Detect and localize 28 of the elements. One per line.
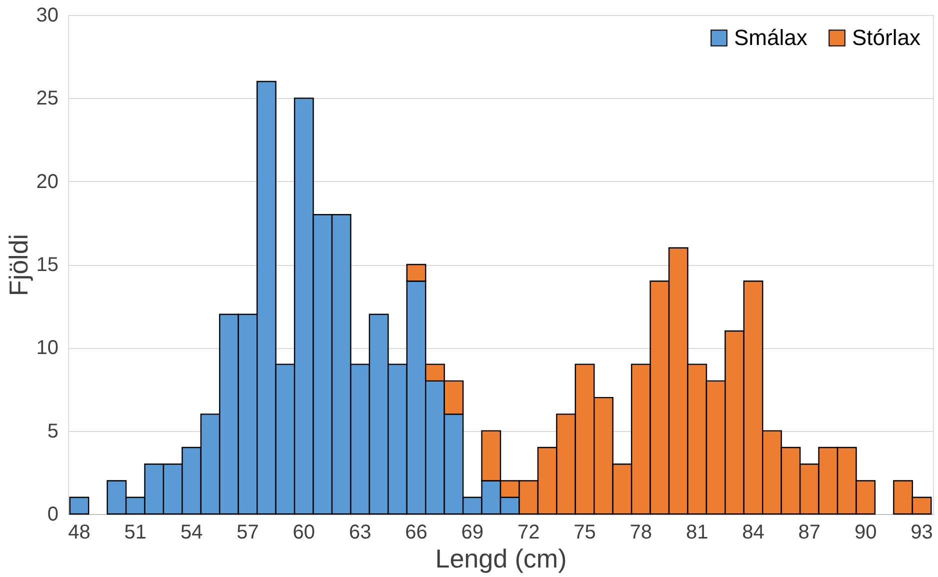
y-tick-label: 5 xyxy=(47,420,58,442)
y-axis-title: Fjöldi xyxy=(3,234,34,296)
legend-label: Stórlax xyxy=(852,25,920,50)
x-tick-label: 84 xyxy=(742,522,764,544)
x-tick-label: 51 xyxy=(124,522,147,544)
x-tick-label: 87 xyxy=(798,522,821,544)
y-tick-label: 10 xyxy=(36,337,58,360)
x-tick-label: 57 xyxy=(236,522,259,544)
y-tick-label: 0 xyxy=(47,504,58,526)
y-tick-label: 20 xyxy=(36,170,58,193)
x-tick-label: 75 xyxy=(574,522,596,544)
y-tick-label: 30 xyxy=(36,4,58,26)
x-tick-label: 54 xyxy=(180,522,203,544)
bar xyxy=(69,496,90,515)
x-tick-label: 93 xyxy=(910,522,933,544)
x-axis-title: Lengd (cm) xyxy=(435,544,567,574)
x-tick-label: 66 xyxy=(405,522,428,544)
x-tick-label: 48 xyxy=(68,522,90,544)
x-tick-label: 60 xyxy=(292,522,316,544)
x-tick-label: 72 xyxy=(517,522,540,544)
x-tick-label: 78 xyxy=(630,522,652,544)
legend-label: Smálax xyxy=(734,25,808,50)
x-tick-label: 69 xyxy=(461,522,484,544)
y-tick-label: 25 xyxy=(36,88,58,110)
y-tick-label: 15 xyxy=(36,254,58,276)
x-tick-label: 81 xyxy=(686,522,708,544)
x-tick-label: 63 xyxy=(348,522,372,544)
x-tick-label: 90 xyxy=(854,522,877,544)
